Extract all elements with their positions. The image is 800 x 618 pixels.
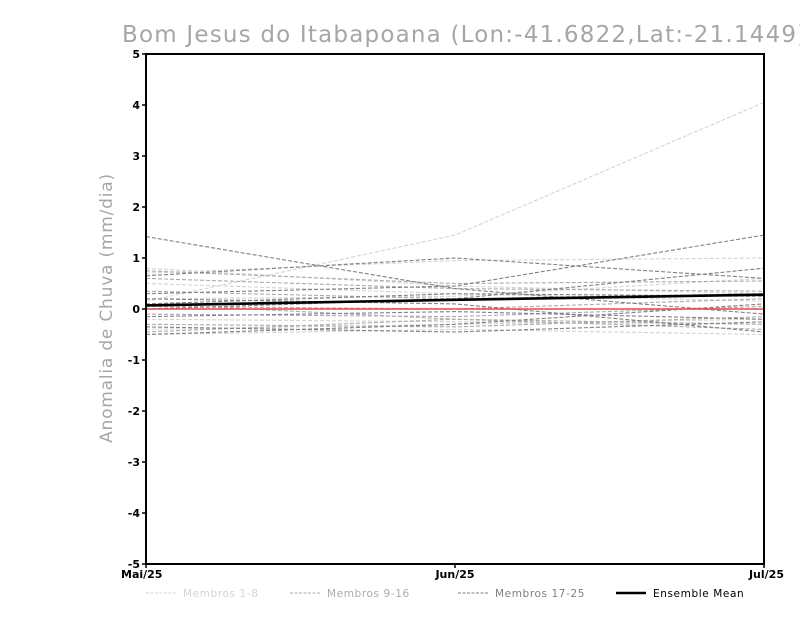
legend-label: Membros 9-16 <box>327 588 410 600</box>
series-line-membros-17-25-1 <box>145 236 765 315</box>
series-line-membros-17-25-8 <box>145 303 765 336</box>
series-line-membros-17-25-9 <box>145 293 765 305</box>
series-line-membros-1-8-8 <box>145 277 765 300</box>
series-line-membros-1-8-7 <box>145 328 765 336</box>
x-tick-label: Mai/25 <box>121 568 162 581</box>
legend: Membros 1-8 Membros 9-16 Membros 17-25 Ense… <box>146 588 744 600</box>
y-tick-label: -1 <box>128 354 140 367</box>
series-line-membros-9-16-5 <box>145 316 765 328</box>
series-line-membros-17-25-6 <box>145 311 765 320</box>
y-tick-label: 5 <box>132 48 140 61</box>
series-line-membros-17-25-5 <box>145 321 765 333</box>
y-axis-label: Anomalia de Chuva (mm/dia) <box>97 173 117 443</box>
series-line-membros-1-8-1 <box>145 101 765 302</box>
legend-label: Membros 17-25 <box>495 588 585 600</box>
y-tick-label: -3 <box>128 456 140 469</box>
x-tick-label: Jul/25 <box>748 568 784 581</box>
ensemble-mean-line <box>145 293 765 307</box>
legend-label: Ensemble Mean <box>653 588 744 600</box>
y-tick-label: 2 <box>132 201 140 214</box>
series-line-membros-17-25-3 <box>145 234 765 295</box>
y-tick-label: 3 <box>132 150 140 163</box>
series-line-membros-9-16-6 <box>145 318 765 333</box>
y-tick-label: -4 <box>128 507 141 520</box>
y-tick-label: -5 <box>128 558 140 571</box>
y-tick-label: -2 <box>128 405 140 418</box>
y-tick-label: 1 <box>132 252 140 265</box>
legend-label: Membros 1-8 <box>183 588 258 600</box>
series-line-membros-17-25-2 <box>145 257 765 279</box>
series-line-membros-1-8-5 <box>145 318 765 325</box>
series-line-membros-9-16-1 <box>145 270 765 285</box>
y-tick-label: 0 <box>132 303 140 316</box>
series-line-membros-1-8-3 <box>145 257 765 274</box>
y-tick-label: 4 <box>132 99 140 112</box>
x-tick-label: Jun/25 <box>434 568 474 581</box>
series-line-membros-9-16-8 <box>145 277 765 292</box>
chart-title: Bom Jesus do Itabapoana (Lon:-41.6822,La… <box>122 22 800 48</box>
